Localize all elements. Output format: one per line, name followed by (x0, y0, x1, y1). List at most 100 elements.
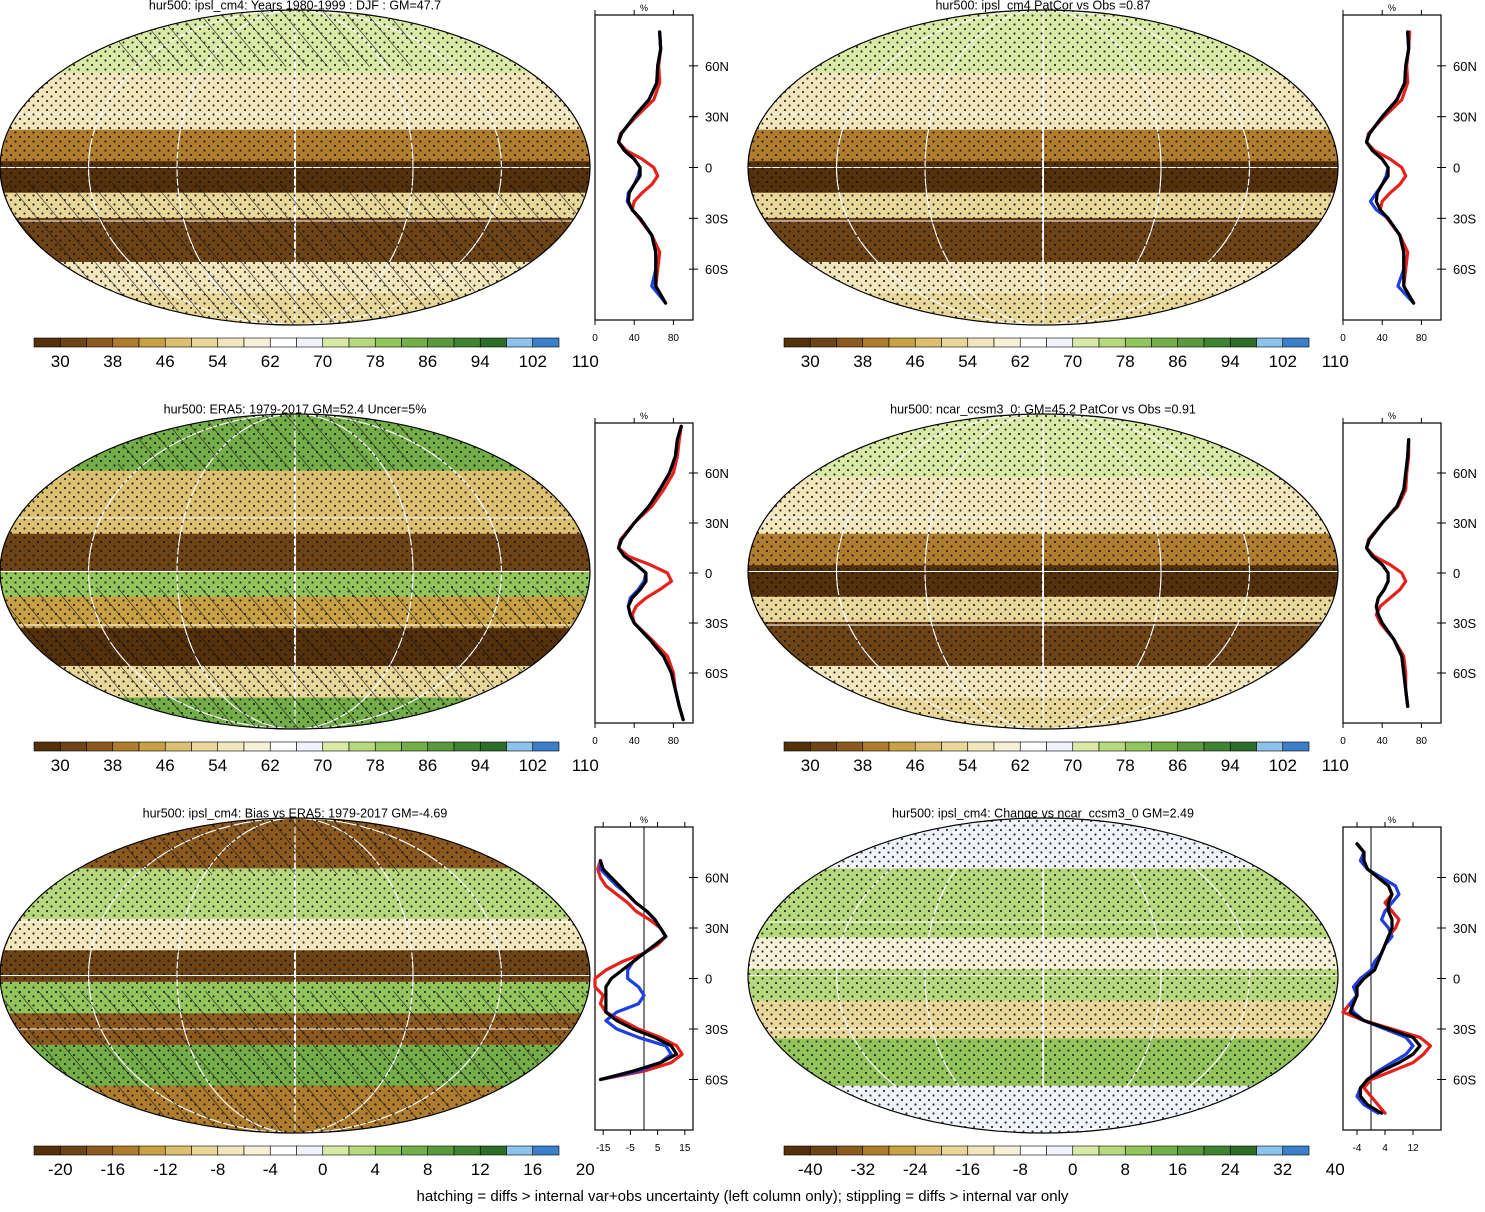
profile-series-line (616, 424, 685, 722)
profile-patcor: % 60N 30N 0 30S 60S 0 40 80 (1340, 3, 1477, 344)
x-label: -5 (626, 1143, 635, 1154)
lat-label: 30S (1453, 1022, 1476, 1037)
colorbar-swatch (914, 337, 942, 348)
colorbar-swatch (1282, 741, 1310, 752)
profile-title: % (640, 3, 648, 13)
colorbar-swatch (1019, 741, 1047, 752)
colorbar-swatch (1019, 337, 1047, 348)
colorbar-swatch (138, 1145, 166, 1156)
colorbar-swatch (1203, 741, 1231, 752)
lat-label: 0 (705, 161, 712, 176)
colorbar: 30 38 46 54 62 70 78 86 94 102 110 (783, 741, 1349, 775)
colorbar-swatch (348, 337, 376, 348)
lat-label: 30S (705, 1022, 728, 1037)
colorbar-label: -8 (210, 1160, 225, 1179)
lat-label: 30S (1453, 616, 1476, 631)
colorbar-swatch (1098, 337, 1126, 348)
colorbar-label: 78 (366, 352, 385, 371)
colorbar-swatch (888, 741, 916, 752)
colorbar-swatch (243, 337, 271, 348)
lat-label: 60S (1453, 262, 1476, 277)
x-label: 12 (1407, 1143, 1419, 1154)
colorbar: 30 38 46 54 62 70 78 86 94 102 110 (33, 741, 599, 775)
colorbar-swatch (1046, 337, 1074, 348)
colorbar-swatch (783, 741, 811, 752)
lat-label: 0 (1453, 972, 1460, 987)
colorbar-swatch (1046, 741, 1074, 752)
panel-era5: hur500: ERA5: 1979-2017 GM=52.4 Uncer=5%… (0, 403, 599, 775)
colorbar-swatch (836, 1145, 864, 1156)
colorbar-swatch (243, 741, 271, 752)
x-label: 80 (668, 333, 680, 344)
colorbar-label: 20 (576, 1160, 595, 1179)
colorbar-label: 38 (103, 756, 122, 775)
colorbar-swatch (888, 337, 916, 348)
x-label: 80 (668, 736, 680, 747)
colorbar-label: 12 (471, 1160, 490, 1179)
colorbar-label: 110 (572, 352, 599, 371)
colorbar-swatch (374, 337, 402, 348)
profile-frame (594, 14, 694, 321)
colorbar-swatch (1203, 1145, 1231, 1156)
colorbar-label: 86 (418, 352, 437, 371)
profile-series-line (616, 30, 668, 305)
profile-era5: % 60N 30N 0 30S 60S 0 40 80 (592, 411, 729, 747)
colorbar-swatch (191, 741, 219, 752)
lat-label: 30N (1453, 921, 1477, 936)
colorbar-swatch (506, 337, 534, 348)
colorbar-label: -4 (263, 1160, 278, 1179)
profile-series-line (1348, 842, 1422, 1115)
colorbar-label: 70 (1063, 352, 1082, 371)
lat-label: 30N (1453, 516, 1477, 531)
profile-title: % (1388, 815, 1396, 825)
colorbar-label: -8 (1013, 1160, 1028, 1179)
panel-title: hur500: ipsl_cm4: Bias vs ERA5: 1979-201… (143, 807, 448, 821)
colorbar-label: 102 (1269, 756, 1297, 775)
colorbar-label: 38 (103, 352, 122, 371)
colorbar-swatch (269, 1145, 297, 1156)
lat-label: 30N (1453, 110, 1477, 125)
panel-model-mean: hur500: ipsl_cm4: Years 1980-1999 : DJF … (0, 0, 599, 371)
colorbar-swatch (1046, 1145, 1074, 1156)
x-label: 0 (1340, 736, 1346, 747)
x-label: 40 (629, 736, 641, 747)
colorbar-label: 86 (418, 756, 437, 775)
colorbar-label: -40 (798, 1160, 823, 1179)
lat-label: 60N (1453, 466, 1477, 481)
colorbar-swatch (86, 741, 114, 752)
colorbar-label: -32 (850, 1160, 875, 1179)
panel-ncar: hur500: ncar_ccsm3_0: GM=45.2 PatCor vs … (747, 403, 1349, 775)
colorbar-swatch (506, 1145, 534, 1156)
colorbar-swatch (1282, 337, 1310, 348)
profile-title: % (1388, 3, 1396, 13)
x-label: 80 (1416, 333, 1428, 344)
x-label: -15 (596, 1143, 611, 1154)
lat-label: 60S (705, 1073, 728, 1088)
colorbar-swatch (59, 1145, 87, 1156)
profile-ncar: % 60N 30N 0 30S 60S 0 40 80 (1340, 411, 1477, 747)
colorbar-swatch (967, 337, 995, 348)
colorbar-label: 70 (313, 352, 332, 371)
colorbar-label: 30 (51, 756, 70, 775)
colorbar-label: 4 (371, 1160, 380, 1179)
colorbar: -20 -16 -12 -8 -4 0 4 8 12 16 20 (33, 1145, 595, 1179)
colorbar-swatch (1203, 337, 1231, 348)
colorbar-label: -12 (153, 1160, 178, 1179)
colorbar-swatch (1124, 741, 1152, 752)
colorbar-swatch (862, 1145, 890, 1156)
colorbar-swatch (532, 741, 560, 752)
colorbar-swatch (217, 1145, 245, 1156)
colorbar-swatch (941, 1145, 969, 1156)
colorbar-swatch (322, 741, 350, 752)
profile-title: % (640, 815, 648, 825)
colorbar-swatch (33, 741, 61, 752)
map-field (0, 10, 590, 325)
colorbar-swatch (1229, 741, 1257, 752)
colorbar-swatch (1151, 741, 1179, 752)
colorbar-swatch (862, 337, 890, 348)
colorbar-label: 94 (1221, 352, 1240, 371)
colorbar-label: 38 (853, 756, 872, 775)
profile-frame (1342, 422, 1442, 724)
lat-label: 60N (1453, 871, 1477, 886)
